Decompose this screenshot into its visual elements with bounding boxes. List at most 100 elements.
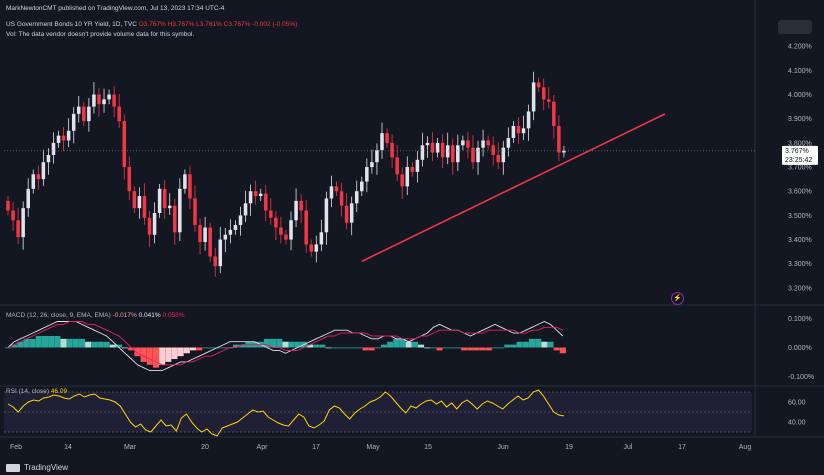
candle-body (233, 225, 238, 230)
lightning-icon[interactable]: ⚡ (671, 292, 684, 305)
macd-histogram-bar (535, 338, 542, 348)
candle-body (385, 133, 389, 143)
candle-body (299, 200, 303, 211)
macd-histogram-bar (23, 338, 30, 348)
macd-histogram-bar (528, 338, 536, 348)
candle-body (471, 147, 475, 163)
symbol-header: US Government Bonds 10 YR Yield, 1D, TVC… (6, 21, 297, 28)
macd-histogram-bar (288, 341, 295, 348)
candle-body (395, 157, 399, 175)
time-tick-label: Feb (10, 444, 22, 451)
candle-body (76, 106, 81, 114)
candle-body (552, 101, 556, 126)
candle-body (486, 140, 490, 146)
candle-body (87, 106, 91, 122)
macd-histogram-bar (128, 347, 135, 351)
price-tick-label: 3.500% (788, 213, 812, 220)
candle-body (178, 188, 182, 233)
rsi-label: RSI (14, close) 46.09 (6, 388, 68, 395)
tradingview-brand: TradingView (6, 463, 68, 472)
macd-histogram-bar (547, 341, 554, 348)
candle-body (167, 205, 172, 209)
candle-body (92, 94, 96, 107)
candle-body (420, 145, 425, 160)
price-tick-label: 3.600% (788, 189, 812, 196)
candle-body (354, 191, 359, 204)
chart-options-button[interactable] (778, 20, 812, 34)
candle-body (491, 145, 495, 155)
candle-body (112, 94, 116, 107)
candle-body (562, 150, 566, 153)
macd-histogram-bar (559, 347, 566, 354)
macd-histogram-bar (282, 341, 289, 348)
macd-histogram-bar (430, 347, 437, 349)
price-tag-price: 3.767% (785, 148, 809, 155)
time-tick-label: 17 (312, 444, 320, 451)
candle-body (511, 125, 516, 139)
candle-body (375, 150, 379, 163)
candle-body (71, 113, 76, 131)
candle-body (496, 154, 501, 163)
candle-body (314, 244, 319, 252)
candle-body (51, 142, 56, 155)
candle-body (21, 208, 25, 238)
price-tick-label: 3.200% (788, 285, 812, 292)
price-tick-label: 3.700% (788, 165, 812, 172)
macd-histogram-bar (66, 338, 73, 348)
macd-histogram-bar (152, 347, 159, 368)
macd-histogram-bar (239, 344, 246, 348)
candle-body (506, 138, 511, 148)
price-tick-label: 3.300% (788, 261, 812, 268)
candle-body (193, 198, 197, 226)
macd-histogram-bar (171, 347, 178, 360)
macd-histogram-bar (208, 347, 215, 349)
support-trendline (361, 113, 666, 263)
macd-tick-label: -0.100% (788, 374, 814, 381)
macd-histogram-bar (122, 347, 129, 349)
time-tick-label: Apr (257, 444, 269, 451)
macd-histogram-bar (91, 341, 98, 348)
macd-histogram-bar (41, 335, 49, 348)
candle-body (370, 162, 374, 168)
macd-histogram-bar (146, 347, 153, 365)
candle-body (541, 87, 546, 100)
macd-histogram-bar (276, 338, 283, 348)
candle-body (531, 82, 536, 112)
candle-body (360, 181, 364, 192)
candle-body (461, 140, 465, 146)
candle-body (435, 142, 440, 153)
candle-body (137, 196, 142, 209)
macd-histogram-bar (263, 338, 270, 348)
candle-body (122, 121, 127, 168)
macd-histogram-bar (405, 341, 412, 348)
candle-body (516, 125, 521, 134)
macd-histogram-bar (455, 347, 462, 349)
macd-histogram-bar (350, 347, 357, 349)
macd-histogram-bar (331, 347, 338, 349)
macd-histogram-bar (233, 344, 240, 348)
candle-body (31, 174, 36, 189)
time-tick-label: Aug (739, 444, 752, 451)
time-tick-label: Jun (497, 444, 508, 451)
candle-body (56, 135, 61, 143)
rsi-value: 46.09 (50, 388, 68, 395)
candle-body (11, 210, 15, 221)
macd-histogram-bar (368, 347, 375, 351)
publisher-line: MarkNewtonCMT published on TradingView.c… (6, 5, 225, 12)
macd-histogram-bar (498, 347, 505, 349)
candle-body (152, 212, 157, 235)
price-tick-label: 3.900% (788, 116, 812, 123)
candle-body (82, 106, 86, 122)
macd-histogram-bar (467, 347, 474, 351)
price-tick-label: 4.200% (788, 44, 812, 51)
macd-histogram-bar (418, 344, 425, 348)
candle-body (213, 256, 217, 267)
candle-body (228, 229, 233, 235)
macd-histogram-bar (516, 341, 523, 348)
macd-histogram-bar (387, 341, 394, 348)
candle-body (405, 167, 410, 187)
candle-body (258, 193, 263, 197)
candle-body (218, 239, 223, 267)
macd-histogram-bar (442, 347, 449, 349)
